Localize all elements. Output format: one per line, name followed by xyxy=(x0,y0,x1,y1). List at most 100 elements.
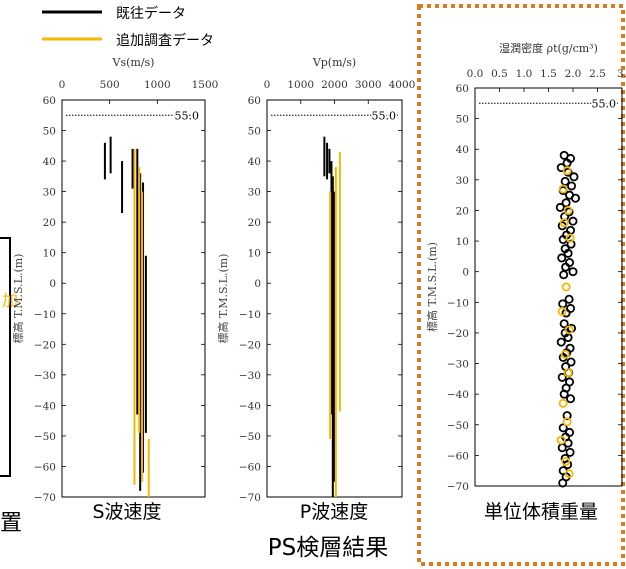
density-y-axis-label: 標高 T.M.S.L.(m) xyxy=(425,242,439,332)
density-plot-frame xyxy=(474,87,623,487)
density-series-1-point xyxy=(564,469,574,479)
p_wave-y-axis-label: 標高 T.M.S.L.(m) xyxy=(216,254,230,344)
density-y-tick-label: −40 xyxy=(447,389,469,401)
p_wave-x-tick-label: 2000 xyxy=(321,79,348,91)
density-y-tick-label: 40 xyxy=(456,144,469,156)
caption-p-wave: P波速度 xyxy=(300,501,368,523)
density-y-tick-label: 30 xyxy=(456,175,469,187)
density-y-tick-label: 10 xyxy=(456,236,469,248)
s_wave-y-tick-label: 40 xyxy=(43,156,56,168)
left-caption-fragment: 置 xyxy=(0,511,22,536)
p_wave-y-tick-label: 0 xyxy=(254,278,261,290)
density-series-1-point xyxy=(563,205,573,215)
density-series-0-point xyxy=(559,389,569,399)
density-series-0-point xyxy=(566,303,576,313)
s_wave-reference-line-label: 55.0 xyxy=(175,109,200,122)
density-series-0-point xyxy=(564,294,574,304)
p_wave-y-tick-label: −70 xyxy=(239,492,261,504)
density-series-0-point xyxy=(568,267,578,277)
density-series-1-point xyxy=(561,282,571,292)
density-y-tick-label: 50 xyxy=(456,114,469,126)
density-series-0-point xyxy=(566,239,576,249)
chart-s-wave: Vs(m/s) 0 500 1000 1500 60 50 40 30 20 10 0 −10 −20 −3… xyxy=(11,56,218,504)
p_wave-y-tick-label: 60 xyxy=(248,95,261,107)
s_wave-y-tick-label: −70 xyxy=(34,492,56,504)
density-series-0-point xyxy=(562,411,572,421)
s_wave-y-tick-label: 60 xyxy=(43,95,56,107)
s_wave-axis-title: Vs(m/s) xyxy=(112,56,155,69)
legend: 既往データ 追加調査データ xyxy=(42,5,214,49)
density-series-1-point xyxy=(557,306,567,316)
density-series-1-point xyxy=(565,233,575,243)
p_wave-x-tick-label: 1000 xyxy=(287,79,314,91)
caption-density: 単位体積重量 xyxy=(484,501,598,523)
density-series-1-point xyxy=(564,325,574,335)
s_wave-y-tick-label: 50 xyxy=(43,126,56,138)
p_wave-x-tick-label: 3000 xyxy=(355,79,382,91)
density-series-0-point xyxy=(568,216,578,226)
density-series-0-point xyxy=(558,299,568,309)
density-series-0-point xyxy=(565,447,575,457)
density-series-1-point xyxy=(563,368,573,378)
p_wave-y-tick-label: 50 xyxy=(248,126,261,138)
p_wave-reference-line-label: 55.0 xyxy=(372,109,397,122)
s_wave-y-tick-label: 20 xyxy=(43,217,56,229)
p_wave-y-tick-label: −50 xyxy=(239,431,261,443)
chart-p-wave: Vp(m/s) 0 1000 2000 3000 4000 60 50 40 30 20 10 0 −10… xyxy=(216,56,415,504)
density-series-1-point xyxy=(560,349,570,359)
density-x-tick-label: 0.0 xyxy=(467,68,484,80)
density-reference-line-label: 55.0 xyxy=(592,97,617,110)
s_wave-y-tick-label: −40 xyxy=(34,400,56,412)
p_wave-x-tick-label: 0 xyxy=(264,79,271,91)
density-y-tick-label: 60 xyxy=(456,83,469,95)
p_wave-y-tick-label: 30 xyxy=(248,187,261,199)
legend-label-existing: 既往データ xyxy=(116,5,186,22)
p_wave-y-tick-label: −10 xyxy=(239,309,261,321)
density-y-tick-label: −10 xyxy=(447,297,469,309)
density-axis-title: 湿潤密度 ρt(g/cm³) xyxy=(499,41,598,55)
legend-label-additional: 追加調査データ xyxy=(116,32,214,49)
density-series-0-point xyxy=(555,202,565,212)
density-x-tick-label: 2.0 xyxy=(565,68,582,80)
density-y-tick-label: 20 xyxy=(456,205,469,217)
s_wave-y-tick-label: −30 xyxy=(34,370,56,382)
density-series-0-point xyxy=(561,198,571,208)
density-series-1-point xyxy=(558,184,568,194)
density-highlight-frame xyxy=(417,4,625,566)
s_wave-y-axis-label: 標高 T.M.S.L.(m) xyxy=(11,254,25,344)
density-series-1-point xyxy=(562,417,572,427)
density-x-tick-label: 1.5 xyxy=(540,68,557,80)
density-series-1-point xyxy=(561,457,571,467)
s_wave-y-tick-label: −20 xyxy=(34,339,56,351)
density-y-tick-label: −30 xyxy=(447,359,469,371)
density-y-tick-label: −20 xyxy=(447,328,469,340)
p_wave-y-tick-label: −20 xyxy=(239,339,261,351)
density-series-0-point xyxy=(558,478,568,488)
s_wave-x-tick-label: 0 xyxy=(59,79,66,91)
density-series-0-point xyxy=(563,248,573,258)
s_wave-x-tick-label: 1500 xyxy=(192,79,219,91)
density-series-0-point xyxy=(567,181,577,191)
s_wave-plot-frame xyxy=(61,99,206,498)
p_wave-y-tick-label: −60 xyxy=(239,461,261,473)
p_wave-y-tick-label: 40 xyxy=(248,156,261,168)
density-series-0-point xyxy=(556,337,566,347)
p_wave-y-tick-label: 20 xyxy=(248,217,261,229)
density-x-tick-label: 0.5 xyxy=(491,68,508,80)
density-y-tick-label: −70 xyxy=(447,481,469,493)
p_wave-x-tick-label: 4000 xyxy=(389,79,416,91)
density-series-1-point xyxy=(559,218,569,228)
density-x-tick-label: 1.0 xyxy=(516,68,533,80)
s_wave-y-tick-label: 10 xyxy=(43,248,56,260)
density-y-tick-label: −50 xyxy=(447,420,469,432)
caption-main: PS検層結果 xyxy=(268,535,388,561)
density-series-0-point xyxy=(557,253,567,263)
density-series-0-point xyxy=(559,319,569,329)
density-series-0-point xyxy=(557,443,567,453)
density-series-1-point xyxy=(556,435,566,445)
density-series-0-point xyxy=(559,270,569,280)
density-y-tick-label: −60 xyxy=(447,450,469,462)
p_wave-y-tick-label: −40 xyxy=(239,400,261,412)
density-series-1-point xyxy=(558,398,568,408)
